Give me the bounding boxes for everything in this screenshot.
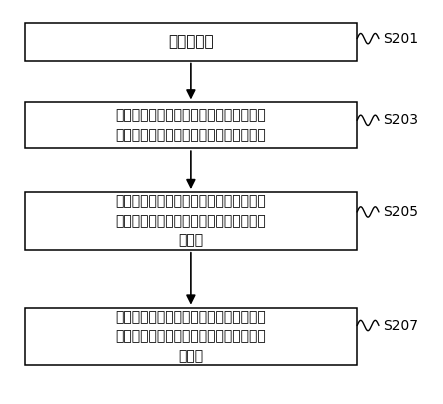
Text: 获取图片集: 获取图片集 <box>168 34 214 49</box>
Text: S203: S203 <box>383 113 418 127</box>
Text: S207: S207 <box>383 318 418 332</box>
FancyBboxPatch shape <box>25 192 357 250</box>
Text: 将图片集输入已训练好的天气确定模型，
确定出图片集中每帧图片对应的天气信息: 将图片集输入已训练好的天气确定模型， 确定出图片集中每帧图片对应的天气信息 <box>116 109 266 142</box>
Text: S205: S205 <box>383 205 418 219</box>
Text: S201: S201 <box>383 32 419 46</box>
Text: 若图片集中每帧图片均为第一类图片，基
于每帧图片对应的降雨量信息确定当前雨
量信息: 若图片集中每帧图片均为第一类图片，基 于每帧图片对应的降雨量信息确定当前雨 量信… <box>116 310 266 363</box>
FancyBboxPatch shape <box>25 23 357 61</box>
Text: 若图片集中存在第一类图片，根据每个第
一类图片确定每个第一类图片对应的降雨
量信息: 若图片集中存在第一类图片，根据每个第 一类图片确定每个第一类图片对应的降雨 量信… <box>116 194 266 247</box>
FancyBboxPatch shape <box>25 102 357 148</box>
FancyBboxPatch shape <box>25 307 357 365</box>
